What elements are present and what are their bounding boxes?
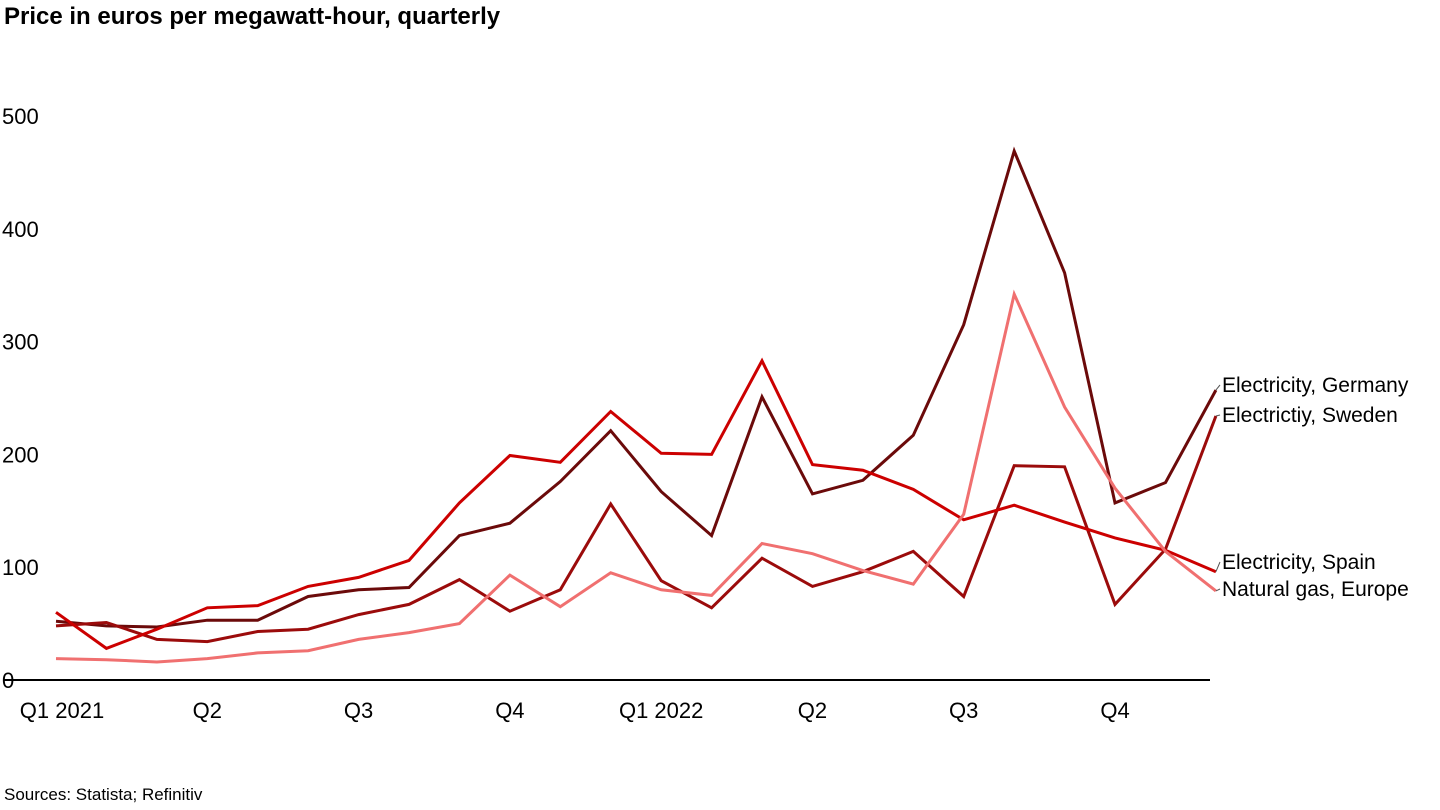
label-leader-line (1215, 384, 1221, 391)
x-tick-label: Q4 (1100, 698, 1129, 723)
series-line (55, 415, 1218, 644)
y-tick-label: 200 (2, 442, 39, 467)
x-tick-label: Q3 (344, 698, 373, 723)
label-leader-line (1215, 414, 1221, 417)
x-tick-label: Q3 (949, 698, 978, 723)
x-tick-label: Q2 (798, 698, 827, 723)
y-tick-label: 400 (2, 217, 39, 242)
series-label: Electrictiy, Sweden (1222, 404, 1398, 427)
x-tick-label: Q1 2022 (619, 698, 703, 723)
y-tick-label: 100 (2, 555, 39, 580)
label-leader-line (1215, 561, 1221, 572)
series-line (55, 146, 1218, 629)
series-line (55, 289, 1217, 664)
series-label: Electricity, Germany (1222, 374, 1409, 397)
label-leader-line (1215, 588, 1221, 592)
x-axis-ticks: Q1 2021 Q2 Q3 Q4 Q1 2022 Q2 Q3 Q4 (20, 698, 1130, 723)
chart-title: Price in euros per megawatt-hour, quarte… (4, 3, 501, 30)
series-lines (55, 146, 1218, 664)
x-tick-label: Q4 (495, 698, 524, 723)
x-tick-label: Q1 2021 (20, 698, 104, 723)
series-label: Electricity, Spain (1222, 551, 1376, 574)
y-tick-label: 300 (2, 330, 39, 355)
series-label: Natural gas, Europe (1222, 578, 1409, 601)
series-labels: Electricity, Germany Electrictiy, Sweden E… (1215, 374, 1409, 601)
x-tick-label: Q2 (193, 698, 222, 723)
y-tick-label: 500 (2, 104, 39, 129)
source-note: Sources: Statista; Refinitiv (4, 785, 203, 804)
series-line (55, 357, 1217, 651)
